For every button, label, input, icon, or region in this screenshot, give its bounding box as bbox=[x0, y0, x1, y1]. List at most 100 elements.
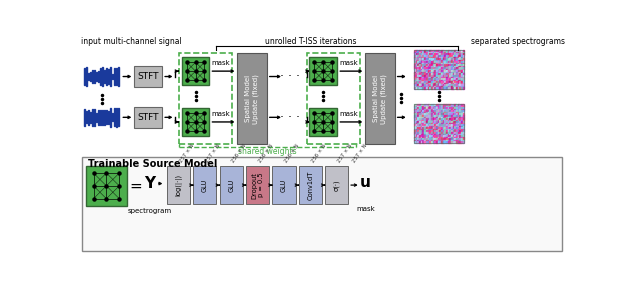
Bar bbox=[416, 121, 418, 123]
Bar bbox=[456, 132, 458, 133]
Bar bbox=[446, 69, 448, 70]
Bar bbox=[436, 130, 438, 132]
Bar bbox=[450, 80, 451, 81]
Bar bbox=[439, 110, 441, 112]
Bar bbox=[456, 72, 458, 74]
Bar bbox=[428, 113, 429, 115]
Bar bbox=[429, 74, 431, 75]
Bar bbox=[451, 74, 453, 75]
Bar bbox=[431, 104, 433, 106]
Bar bbox=[416, 116, 418, 118]
Bar bbox=[463, 66, 465, 67]
Bar bbox=[455, 138, 456, 140]
Bar bbox=[463, 54, 465, 55]
Bar bbox=[438, 104, 439, 106]
Bar bbox=[92, 109, 93, 126]
Bar bbox=[436, 52, 438, 54]
Bar bbox=[433, 86, 434, 87]
Bar bbox=[455, 87, 456, 89]
Bar bbox=[426, 124, 428, 126]
Bar bbox=[450, 110, 451, 112]
Text: shared weights: shared weights bbox=[238, 147, 297, 157]
Bar bbox=[423, 58, 424, 60]
Bar bbox=[438, 66, 439, 67]
Bar bbox=[424, 83, 426, 84]
Bar bbox=[441, 104, 443, 106]
Bar bbox=[416, 123, 418, 124]
Bar bbox=[436, 113, 438, 115]
Bar bbox=[436, 121, 438, 123]
Bar bbox=[424, 136, 426, 138]
Bar bbox=[416, 86, 418, 87]
Bar bbox=[434, 121, 436, 123]
Bar bbox=[428, 124, 429, 126]
Bar bbox=[418, 129, 419, 130]
Bar bbox=[450, 136, 451, 138]
Bar bbox=[438, 135, 439, 136]
Bar bbox=[460, 106, 461, 107]
Bar bbox=[444, 50, 446, 52]
Bar bbox=[441, 58, 443, 60]
Bar bbox=[428, 63, 429, 64]
Bar bbox=[446, 136, 448, 138]
Bar bbox=[414, 127, 416, 129]
Bar bbox=[444, 75, 446, 77]
Bar bbox=[448, 109, 450, 110]
Bar bbox=[451, 63, 453, 64]
Bar bbox=[441, 80, 443, 81]
Bar bbox=[414, 126, 416, 127]
Bar bbox=[428, 123, 429, 124]
Bar bbox=[434, 74, 436, 75]
Bar bbox=[433, 81, 434, 83]
Bar bbox=[436, 112, 438, 113]
Bar bbox=[441, 84, 443, 86]
Bar bbox=[455, 130, 456, 132]
Bar bbox=[444, 115, 446, 116]
Bar bbox=[453, 86, 455, 87]
Bar bbox=[419, 133, 421, 135]
Bar bbox=[448, 120, 450, 121]
Bar bbox=[453, 138, 455, 140]
Bar bbox=[441, 136, 443, 138]
Bar bbox=[418, 118, 419, 120]
Bar bbox=[443, 57, 444, 58]
Bar bbox=[456, 115, 458, 116]
Bar bbox=[439, 116, 441, 118]
Bar bbox=[456, 74, 458, 75]
Bar bbox=[421, 140, 423, 141]
Bar bbox=[451, 64, 453, 66]
Bar bbox=[451, 140, 453, 141]
Bar bbox=[458, 123, 460, 124]
Bar bbox=[450, 116, 451, 118]
Bar bbox=[416, 87, 418, 89]
Bar bbox=[456, 138, 458, 140]
Bar bbox=[436, 116, 438, 118]
Bar bbox=[448, 50, 450, 52]
Bar bbox=[448, 106, 450, 107]
Bar bbox=[418, 135, 419, 136]
Bar bbox=[429, 107, 431, 109]
Bar bbox=[416, 120, 418, 121]
Bar bbox=[453, 64, 455, 66]
Bar bbox=[450, 67, 451, 69]
Bar bbox=[461, 124, 463, 126]
Bar bbox=[441, 67, 443, 69]
Bar bbox=[441, 86, 443, 87]
Bar bbox=[436, 61, 438, 63]
Bar bbox=[461, 136, 463, 138]
Bar bbox=[423, 115, 424, 116]
Bar bbox=[460, 118, 461, 120]
Bar bbox=[414, 86, 416, 87]
Bar bbox=[456, 121, 458, 123]
Bar bbox=[434, 72, 436, 74]
Bar bbox=[431, 66, 433, 67]
Bar bbox=[455, 110, 456, 112]
Bar bbox=[441, 112, 443, 113]
Bar bbox=[434, 81, 436, 83]
Bar bbox=[441, 116, 443, 118]
Bar bbox=[444, 123, 446, 124]
Bar bbox=[429, 132, 431, 133]
Bar bbox=[458, 69, 460, 70]
Bar bbox=[444, 126, 446, 127]
Bar bbox=[421, 55, 423, 57]
